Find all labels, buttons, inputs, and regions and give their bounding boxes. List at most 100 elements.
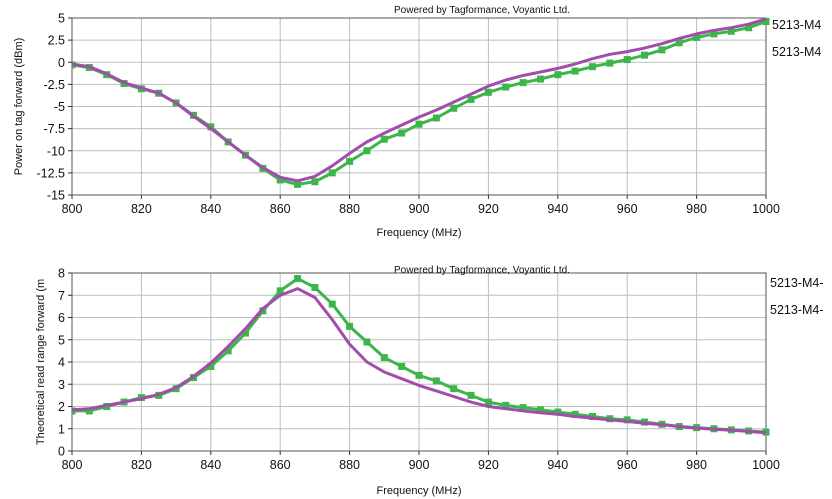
y-tick-label: -5 — [54, 100, 65, 114]
data-point — [207, 362, 215, 370]
top-chart: 800 820 840 860 880 900 920 940 960 980 1000 5 2.5 0 -… — [13, 5, 821, 239]
data-point — [363, 147, 371, 155]
data-point — [554, 71, 562, 79]
data-point — [623, 416, 631, 424]
data-point — [311, 178, 319, 186]
data-point — [328, 169, 336, 177]
data-point — [762, 18, 770, 26]
data-point — [450, 385, 458, 393]
x-tick-label: 960 — [617, 202, 638, 216]
data-point — [571, 410, 579, 418]
x-axis-label: Frequency (MHz) — [377, 485, 462, 497]
y-tick-label: -2.5 — [43, 78, 65, 92]
x-tick-label: 880 — [339, 458, 360, 472]
y-tick-label: 5 — [58, 333, 65, 347]
y-tick-label: 3 — [58, 378, 65, 392]
y-tick-label: 1 — [58, 422, 65, 436]
y-axis-label: Power on tag forward (dBm) — [13, 38, 25, 176]
x-tick-label: 920 — [478, 202, 499, 216]
y-tick-label: -7.5 — [43, 122, 65, 136]
data-point — [294, 180, 302, 188]
data-point — [398, 362, 406, 370]
y-tick-label: 5 — [58, 12, 65, 26]
data-point — [328, 300, 336, 308]
data-point — [242, 329, 249, 337]
data-point — [398, 129, 406, 137]
data-point — [727, 27, 735, 35]
series-purple — [72, 287, 767, 435]
x-axis-label: Frequency (MHz) — [377, 227, 462, 239]
x-tick-label: 1000 — [752, 202, 780, 216]
data-point — [536, 406, 544, 414]
legend-entry: 5213-M4- — [770, 303, 824, 317]
data-point — [276, 176, 284, 184]
bottom-chart: 800 820 840 860 880 900 920 940 960 980 1000 8 7 6 5 4 3… — [35, 265, 824, 497]
legend-entry: 5213-M4 — [772, 45, 821, 59]
series-line — [72, 287, 767, 435]
data-point — [693, 33, 701, 41]
x-tick-label: 980 — [686, 202, 707, 216]
x-tick-label: 800 — [62, 458, 83, 472]
y-tick-label: -10 — [47, 144, 65, 158]
data-point — [432, 377, 440, 385]
data-point — [589, 413, 596, 421]
data-point — [85, 407, 93, 415]
x-tick-label: 980 — [686, 458, 707, 472]
data-point — [675, 39, 683, 47]
x-tick-label: 820 — [131, 202, 152, 216]
data-point — [484, 88, 492, 96]
data-point — [311, 283, 319, 291]
data-point — [502, 401, 510, 409]
series-purple — [72, 17, 767, 183]
x-tick-label: 820 — [131, 458, 152, 472]
data-point — [519, 404, 527, 412]
data-point — [276, 287, 284, 295]
data-point — [536, 75, 544, 83]
y-tick-label: 7 — [58, 289, 65, 303]
data-point — [623, 56, 631, 64]
data-point — [224, 347, 232, 355]
y-tick-label: 8 — [58, 267, 65, 281]
credit-text: Powered by Tagformance, Voyantic Ltd. — [394, 265, 570, 276]
data-point — [710, 30, 718, 38]
x-tick-label: 900 — [409, 458, 430, 472]
series-line — [72, 17, 767, 183]
data-point — [571, 67, 579, 75]
x-tick-label: 840 — [200, 202, 221, 216]
data-point — [415, 120, 423, 128]
y-axis-label: Theoretical read range forward (m — [35, 279, 47, 445]
data-point — [606, 59, 614, 67]
x-tick-label: 860 — [270, 202, 291, 216]
y-tick-label: -15 — [47, 189, 65, 203]
data-point — [294, 275, 302, 283]
data-point — [380, 135, 388, 143]
y-tick-label: 6 — [58, 311, 65, 325]
x-tick-label: 900 — [409, 202, 430, 216]
x-tick-label: 940 — [547, 458, 568, 472]
x-tick-label: 840 — [200, 458, 221, 472]
data-point — [432, 114, 440, 122]
data-point — [519, 79, 527, 87]
data-point — [745, 24, 753, 32]
data-point — [502, 83, 510, 91]
data-point — [589, 63, 596, 71]
y-tick-label: 0 — [58, 445, 65, 459]
data-point — [380, 354, 388, 362]
data-point — [415, 371, 423, 379]
legend-entry: 5213-M4 — [772, 18, 821, 32]
y-tick-label: 2 — [58, 400, 65, 414]
data-point — [641, 51, 649, 59]
data-point — [484, 398, 492, 406]
x-tick-label: 960 — [617, 458, 638, 472]
x-tick-label: 860 — [270, 458, 291, 472]
credit-text: Powered by Tagformance, Voyantic Ltd. — [394, 5, 570, 16]
y-tick-label: -12.5 — [37, 166, 66, 180]
data-point — [467, 95, 475, 103]
x-tick-label: 800 — [62, 202, 83, 216]
y-tick-label: 0 — [58, 56, 65, 70]
legend-entry: 5213-M4- — [770, 276, 824, 290]
data-point — [363, 338, 371, 346]
y-tick-label: 4 — [58, 356, 65, 370]
data-point — [658, 46, 666, 54]
